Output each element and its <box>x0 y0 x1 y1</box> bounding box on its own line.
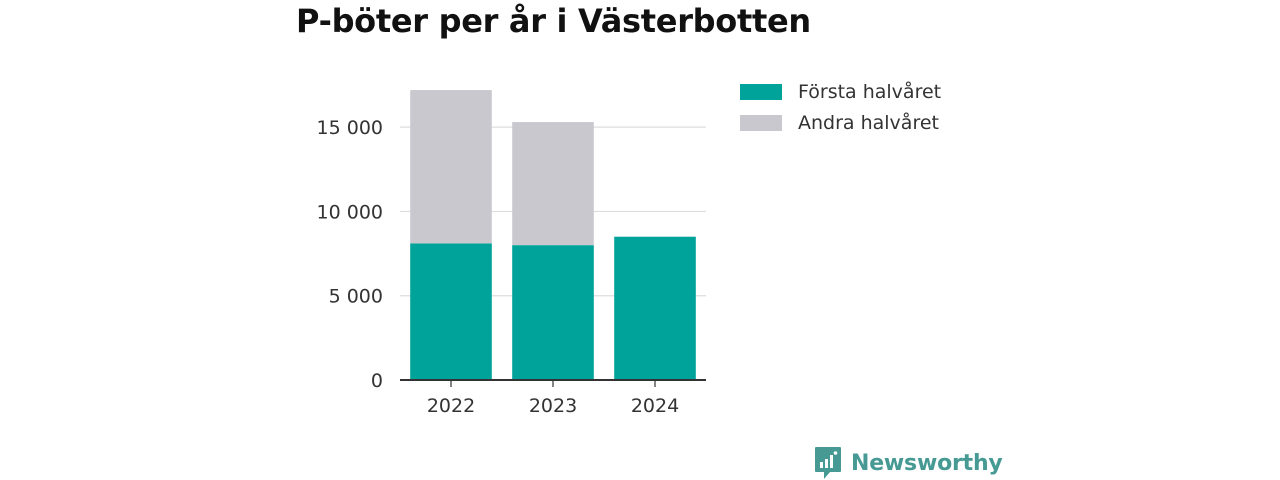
bars <box>410 90 696 380</box>
bar-second-half-2023 <box>512 122 594 246</box>
bar-first-half-2024 <box>614 236 696 380</box>
bar-first-half-2022 <box>410 243 492 380</box>
brand-watermark: Newsworthy <box>814 446 1003 480</box>
bar-second-half-2022 <box>410 90 492 244</box>
y-tick-label: 10 000 <box>317 201 383 223</box>
legend-swatch-first-half <box>740 83 782 100</box>
y-tick-label: 0 <box>371 370 383 392</box>
legend-item-second-half: Andra halvåret <box>740 107 941 138</box>
x-tick-label: 2023 <box>529 395 577 417</box>
legend: Första halvåret Andra halvåret <box>740 76 941 138</box>
legend-label-first-half: Första halvåret <box>798 80 942 103</box>
newsworthy-logo-icon <box>815 447 841 479</box>
chart-title: P-böter per år i Västerbotten <box>296 2 811 40</box>
x-tick-label: 2024 <box>631 395 679 417</box>
x-tick-label: 2022 <box>427 395 475 417</box>
y-tick-label: 5 000 <box>329 286 383 308</box>
brand-name: Newsworthy <box>851 450 1003 476</box>
legend-swatch-second-half <box>740 114 782 131</box>
bar-first-half-2023 <box>512 245 594 380</box>
legend-item-first-half: Första halvåret <box>740 76 941 107</box>
y-tick-label: 15 000 <box>317 117 383 139</box>
legend-label-second-half: Andra halvåret <box>798 111 939 134</box>
axes: 0 5 000 10 000 15 000 2022 2023 2024 <box>317 117 706 417</box>
